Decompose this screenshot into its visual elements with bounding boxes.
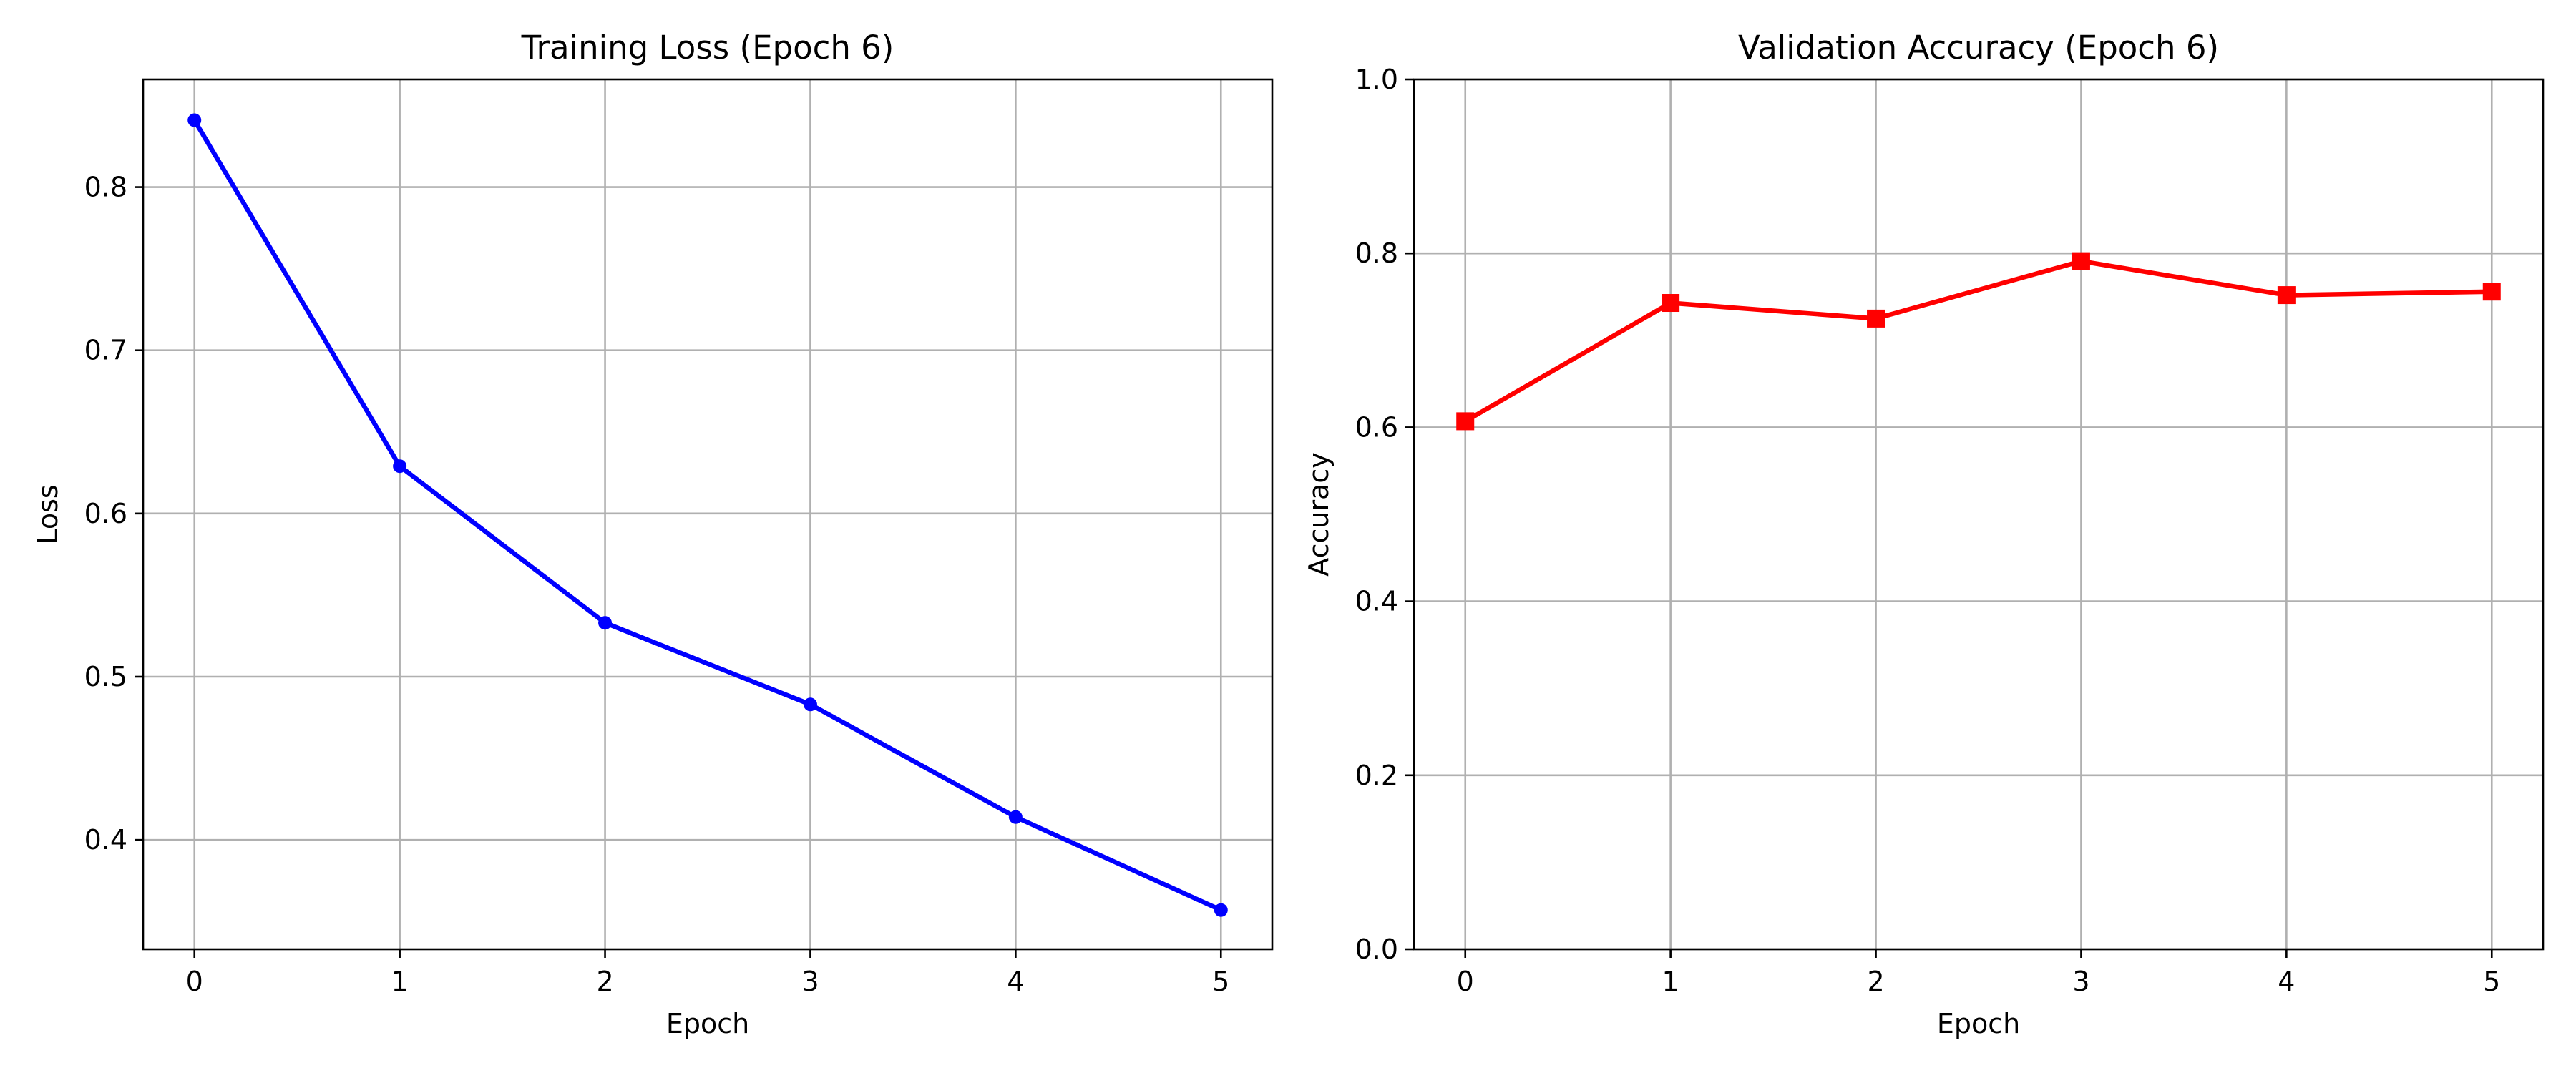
y-tick-label: 0.2 bbox=[1355, 760, 1398, 791]
plot-area bbox=[1413, 78, 2545, 951]
x-tick-label: 0 bbox=[1457, 966, 1474, 997]
ticks: 0 1 2 3 4 5 0.4 0.5 0.6 0.7 0.8 bbox=[84, 172, 1230, 997]
y-tick-label: 0.8 bbox=[1355, 237, 1398, 269]
x-tick-label: 3 bbox=[801, 966, 819, 997]
y-tick-label: 0.4 bbox=[1355, 586, 1398, 617]
x-tick-label: 2 bbox=[596, 966, 613, 997]
chart-title: Validation Accuracy (Epoch 6) bbox=[1738, 29, 2219, 67]
x-tick-label: 5 bbox=[2483, 966, 2500, 997]
series-line bbox=[192, 117, 1224, 913]
series bbox=[1456, 252, 2501, 431]
data-point-marker bbox=[1456, 412, 1475, 431]
training-loss-panel: Training Loss (Epoch 6) Epoch Loss 0 1 2 3 4… bbox=[32, 29, 1274, 1039]
data-point-marker bbox=[598, 616, 613, 630]
data-point-marker bbox=[2277, 286, 2296, 305]
y-axis-label: Loss bbox=[32, 484, 64, 544]
data-point-marker bbox=[1214, 903, 1228, 917]
x-axis-label: Epoch bbox=[666, 1008, 749, 1039]
series-line bbox=[1463, 258, 2494, 424]
series bbox=[187, 113, 1228, 917]
data-point-marker bbox=[393, 459, 407, 474]
y-tick-label: 0.8 bbox=[84, 172, 127, 203]
x-tick-label: 0 bbox=[186, 966, 203, 997]
x-tick-label: 4 bbox=[1007, 966, 1024, 997]
plot-area bbox=[142, 78, 1274, 951]
validation-accuracy-panel: Validation Accuracy (Epoch 6) Epoch Accu… bbox=[1303, 29, 2545, 1039]
x-tick-label: 1 bbox=[1662, 966, 1679, 997]
y-tick-label: 0.6 bbox=[84, 498, 127, 529]
chart-title: Training Loss (Epoch 6) bbox=[521, 29, 894, 67]
ticks: 0 1 2 3 4 5 0.0 0.2 0.4 0.6 0.8 1.0 bbox=[1355, 64, 2501, 997]
data-point-marker bbox=[2072, 252, 2090, 270]
data-point-marker bbox=[803, 697, 817, 712]
data-point-marker bbox=[1867, 309, 1885, 328]
data-point-marker bbox=[1662, 294, 1680, 313]
y-tick-label: 0.7 bbox=[84, 335, 127, 366]
y-tick-label: 0.6 bbox=[1355, 411, 1398, 443]
x-tick-label: 5 bbox=[1212, 966, 1229, 997]
x-axis-label: Epoch bbox=[1937, 1008, 2020, 1039]
data-point-marker bbox=[2482, 283, 2501, 301]
x-tick-label: 3 bbox=[2072, 966, 2089, 997]
y-tick-label: 1.0 bbox=[1355, 64, 1398, 95]
x-tick-label: 1 bbox=[391, 966, 409, 997]
data-point-marker bbox=[187, 113, 202, 127]
y-tick-label: 0.5 bbox=[84, 661, 127, 692]
data-point-marker bbox=[1008, 810, 1023, 824]
x-tick-label: 4 bbox=[2278, 966, 2295, 997]
y-tick-label: 0.4 bbox=[84, 824, 127, 856]
y-axis-label: Accuracy bbox=[1303, 452, 1335, 577]
y-tick-label: 0.0 bbox=[1355, 934, 1398, 965]
x-tick-label: 2 bbox=[1867, 966, 1884, 997]
